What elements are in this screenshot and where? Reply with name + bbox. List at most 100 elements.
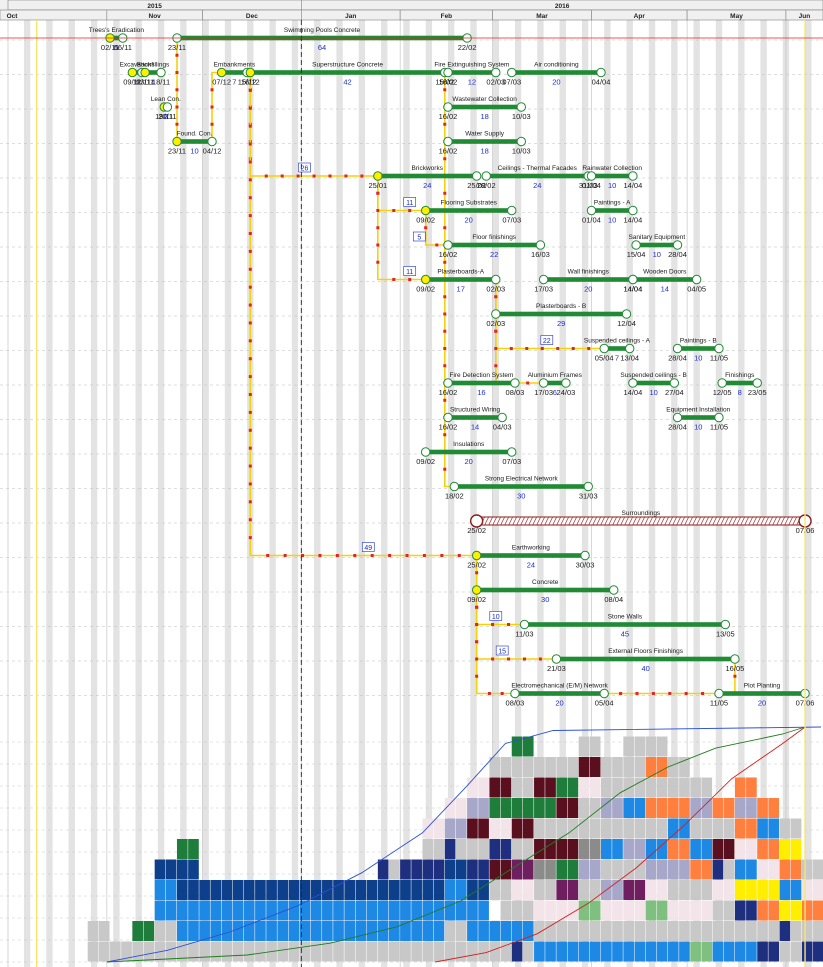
histogram-cell	[210, 941, 222, 962]
histogram-cell	[534, 798, 545, 818]
histogram-cell	[489, 880, 501, 900]
histogram-cell	[388, 880, 400, 900]
activity-start-date: 28/04	[668, 423, 687, 432]
histogram-cell	[400, 880, 411, 900]
histogram-cell	[98, 921, 110, 941]
histogram-cell	[366, 921, 378, 941]
histogram-cell	[444, 818, 456, 839]
link-tick	[701, 692, 705, 695]
histogram-cell	[277, 941, 289, 962]
start-node	[420, 205, 431, 216]
histogram-cell	[645, 839, 657, 859]
histogram-cell	[344, 921, 356, 941]
summary-hatch	[708, 516, 713, 526]
activity-name: Plasterboards-A	[437, 269, 484, 276]
link-tick	[571, 347, 575, 350]
histogram-cell	[801, 921, 813, 941]
link-tick	[507, 657, 511, 661]
weekend-stripe	[23, 20, 31, 967]
histogram-cell	[522, 900, 534, 921]
histogram-cell	[634, 798, 646, 818]
link-tick	[248, 375, 252, 379]
activity-finish-date: 27/04	[665, 388, 684, 397]
start-node	[373, 171, 383, 181]
histogram-cell	[388, 900, 400, 921]
histogram-cell	[578, 798, 590, 818]
histogram-cell	[601, 921, 612, 941]
summary-hatch	[752, 516, 757, 526]
finish-node	[516, 136, 527, 147]
finish-node	[714, 343, 724, 354]
activity-name: Superstructure Concrete	[312, 62, 383, 69]
link-tick	[376, 209, 380, 212]
histogram-cell	[679, 839, 690, 859]
histogram-cell	[143, 921, 155, 941]
histogram-cell	[589, 921, 601, 941]
finish-node	[609, 585, 619, 595]
histogram-cell	[377, 941, 389, 962]
start-node	[127, 67, 138, 78]
histogram-cell	[500, 941, 512, 962]
histogram-cell	[221, 900, 233, 921]
activity-finish-date: 12/04	[617, 319, 636, 328]
start-node	[538, 378, 549, 388]
histogram-cell	[690, 798, 701, 818]
start-node	[519, 619, 530, 630]
activity-duration: 7	[232, 78, 236, 87]
histogram-cell	[567, 798, 579, 818]
activity-duration: 14	[471, 423, 479, 432]
finish-node	[516, 102, 527, 112]
finish-node	[621, 309, 632, 319]
histogram-cell	[679, 880, 690, 900]
dependency-link	[424, 210, 448, 246]
link-tick	[443, 226, 447, 230]
histogram-cell	[601, 798, 612, 818]
weekend-stripe	[447, 20, 455, 967]
histogram-cell	[768, 859, 780, 880]
link-tick	[175, 88, 179, 92]
histogram-cell	[545, 900, 556, 921]
histogram-cell	[478, 941, 489, 962]
histogram-cell	[578, 818, 590, 839]
activity-32: Strong Electrical Network 18/02 31/03 30	[445, 476, 598, 501]
histogram-cell	[790, 818, 802, 839]
summary-hatch	[780, 516, 785, 526]
histogram-cell	[790, 839, 802, 859]
lag-value: 11	[406, 200, 413, 207]
histogram-cell	[734, 880, 746, 900]
histogram-cell	[612, 941, 623, 962]
histogram-cell	[534, 921, 545, 941]
link-tick	[491, 657, 495, 661]
activity-finish-date: 25/02	[467, 181, 486, 190]
histogram-cell	[690, 839, 701, 859]
histogram-cell	[578, 736, 590, 757]
activity-12: Brickworks 25/01 25/02 24	[368, 165, 486, 190]
histogram-cell	[567, 880, 579, 900]
link-tick	[248, 321, 252, 325]
start-node	[599, 343, 609, 354]
activity-finish-date: 04/12	[203, 147, 222, 156]
histogram-cell	[455, 900, 467, 921]
histogram-cell	[277, 921, 289, 941]
histogram-cell	[779, 839, 791, 859]
month-label: May	[730, 13, 743, 20]
activity-name: Wooden Doors	[643, 269, 687, 276]
histogram-cell	[779, 859, 791, 880]
activity-finish-date: 05/04	[595, 699, 614, 708]
histogram-cell	[567, 777, 579, 798]
link-tick	[248, 339, 252, 343]
histogram-cell	[210, 921, 222, 941]
histogram-cell	[690, 921, 701, 941]
activity-finish-date: 13/04	[620, 354, 639, 363]
activity-duration: 20	[555, 699, 563, 708]
histogram-cell	[556, 757, 568, 777]
histogram-cell	[656, 777, 668, 798]
histogram-cell	[255, 941, 266, 962]
timeline-header: 2015 2016 Oct Nov Dec Jan Feb Mar Apr May Jun	[0, 0, 823, 21]
summary-hatch	[592, 516, 597, 526]
summary-hatch	[632, 516, 637, 526]
histogram-cell	[701, 818, 713, 839]
summary-hatch	[628, 516, 633, 526]
histogram-cell	[98, 941, 110, 962]
start-node	[507, 67, 517, 78]
